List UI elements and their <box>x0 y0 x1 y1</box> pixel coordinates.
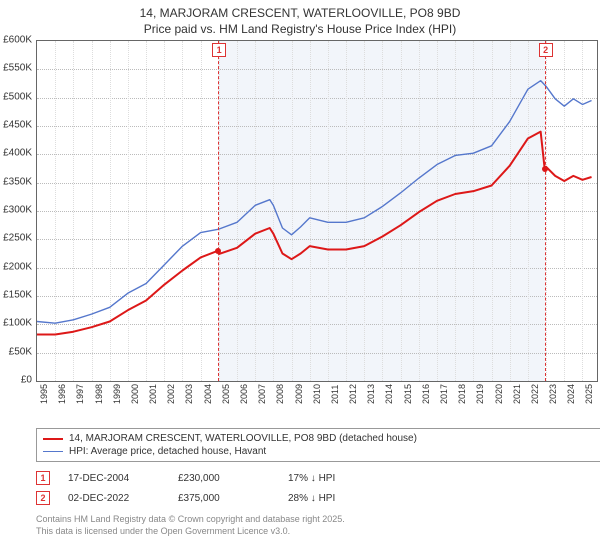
y-tick-label: £250K <box>3 233 32 244</box>
transaction-row: 1 17-DEC-2004£230,00017% ↓ HPI <box>36 468 600 488</box>
sale-marker-box: 1 <box>212 43 226 57</box>
x-tick-label: 2000 <box>130 384 140 404</box>
transaction-price: £230,000 <box>178 473 288 484</box>
y-tick-label: £600K <box>3 35 32 46</box>
y-tick-label: £400K <box>3 148 32 159</box>
y-tick-label: £500K <box>3 91 32 102</box>
series-property <box>37 132 592 335</box>
x-tick-label: 2001 <box>148 384 158 404</box>
x-tick-label: 2022 <box>530 384 540 404</box>
transaction-price: £375,000 <box>178 493 288 504</box>
series-hpi <box>37 81 592 324</box>
x-axis-labels: 1995 1996 1997 1998 1999 2000 2001 2002 2003 2004… <box>36 382 596 402</box>
transaction-delta: 28% ↓ HPI <box>288 493 398 504</box>
x-tick-label: 2017 <box>439 384 449 404</box>
transaction-delta: 17% ↓ HPI <box>288 473 398 484</box>
x-tick-label: 2011 <box>330 385 340 404</box>
y-tick-label: £300K <box>3 205 32 216</box>
chart-title-address: 14, MARJORAM CRESCENT, WATERLOOVILLE, PO… <box>0 0 600 20</box>
legend-label: 14, MARJORAM CRESCENT, WATERLOOVILLE, PO… <box>69 433 417 444</box>
transactions-table: 1 17-DEC-2004£230,00017% ↓ HPI 2 02-DEC-202… <box>36 468 600 508</box>
sale-dot <box>215 248 221 254</box>
x-tick-label: 2019 <box>475 384 485 404</box>
y-tick-label: £0 <box>21 375 32 386</box>
x-tick-label: 1996 <box>57 384 67 404</box>
legend-swatch <box>43 451 63 452</box>
legend-row: 14, MARJORAM CRESCENT, WATERLOOVILLE, PO… <box>43 432 599 445</box>
transaction-marker: 2 <box>36 491 50 505</box>
transaction-row: 2 02-DEC-2022£375,00028% ↓ HPI <box>36 488 600 508</box>
plot-region: 12 <box>36 40 598 382</box>
line-svg <box>37 41 597 381</box>
y-tick-label: £450K <box>3 120 32 131</box>
y-tick-label: £150K <box>3 290 32 301</box>
x-tick-label: 2004 <box>203 384 213 404</box>
y-tick-label: £350K <box>3 176 32 187</box>
sale-marker-box: 2 <box>539 43 553 57</box>
y-tick-label: £100K <box>3 318 32 329</box>
legend-swatch <box>43 438 63 440</box>
attribution-line2: This data is licensed under the Open Gov… <box>36 526 600 538</box>
x-tick-label: 2009 <box>294 384 304 404</box>
sale-marker-line <box>218 41 219 381</box>
chart-container: 14, MARJORAM CRESCENT, WATERLOOVILLE, PO… <box>0 0 600 560</box>
y-tick-label: £50K <box>9 346 32 357</box>
legend-row: HPI: Average price, detached house, Hava… <box>43 445 599 458</box>
x-tick-label: 2006 <box>239 384 249 404</box>
x-tick-label: 2013 <box>366 384 376 404</box>
x-tick-label: 1997 <box>75 384 85 404</box>
transaction-marker: 1 <box>36 471 50 485</box>
sale-dot <box>542 166 548 172</box>
x-tick-label: 2023 <box>548 384 558 404</box>
x-tick-label: 1999 <box>112 384 122 404</box>
x-tick-label: 2010 <box>312 384 322 404</box>
y-tick-label: £200K <box>3 261 32 272</box>
x-tick-label: 2008 <box>275 384 285 404</box>
sale-marker-line <box>545 41 546 381</box>
x-tick-label: 2015 <box>403 384 413 404</box>
attribution: Contains HM Land Registry data © Crown c… <box>36 514 600 537</box>
x-tick-label: 1995 <box>39 384 49 404</box>
y-axis-labels: £0£50K£100K£150K£200K£250K£300K£350K£400… <box>0 40 34 380</box>
x-tick-label: 2016 <box>421 384 431 404</box>
chart-area: £0£50K£100K£150K£200K£250K£300K£350K£400… <box>36 40 596 400</box>
x-tick-label: 2014 <box>384 384 394 404</box>
x-tick-label: 2025 <box>584 384 594 404</box>
x-tick-label: 2007 <box>257 384 267 404</box>
x-tick-label: 2003 <box>184 384 194 404</box>
x-tick-label: 2021 <box>512 384 522 404</box>
x-tick-label: 2012 <box>348 384 358 404</box>
transaction-date: 17-DEC-2004 <box>68 473 178 484</box>
transaction-date: 02-DEC-2022 <box>68 493 178 504</box>
chart-title-subtitle: Price paid vs. HM Land Registry's House … <box>0 20 600 40</box>
x-tick-label: 2002 <box>166 384 176 404</box>
x-tick-label: 2018 <box>457 384 467 404</box>
legend-label: HPI: Average price, detached house, Hava… <box>69 446 266 457</box>
y-tick-label: £550K <box>3 63 32 74</box>
x-tick-label: 1998 <box>94 384 104 404</box>
x-tick-label: 2020 <box>494 384 504 404</box>
attribution-line1: Contains HM Land Registry data © Crown c… <box>36 514 600 526</box>
x-tick-label: 2005 <box>221 384 231 404</box>
x-tick-label: 2024 <box>566 384 576 404</box>
legend: 14, MARJORAM CRESCENT, WATERLOOVILLE, PO… <box>36 428 600 462</box>
